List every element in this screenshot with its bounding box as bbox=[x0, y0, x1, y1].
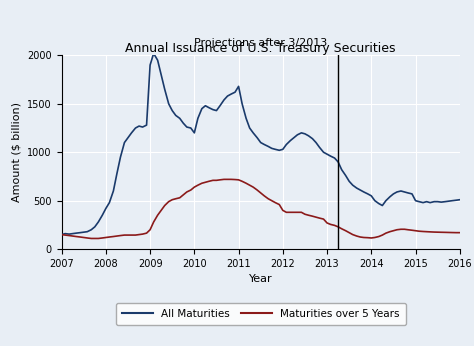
Text: Projections after 3/2013: Projections after 3/2013 bbox=[194, 38, 328, 48]
Title: Annual Issuance of U.S. Treasury Securities: Annual Issuance of U.S. Treasury Securit… bbox=[126, 42, 396, 55]
Y-axis label: Amount ($ billion): Amount ($ billion) bbox=[12, 102, 22, 202]
Legend: All Maturities, Maturities over 5 Years: All Maturities, Maturities over 5 Years bbox=[116, 303, 406, 325]
X-axis label: Year: Year bbox=[249, 274, 273, 284]
